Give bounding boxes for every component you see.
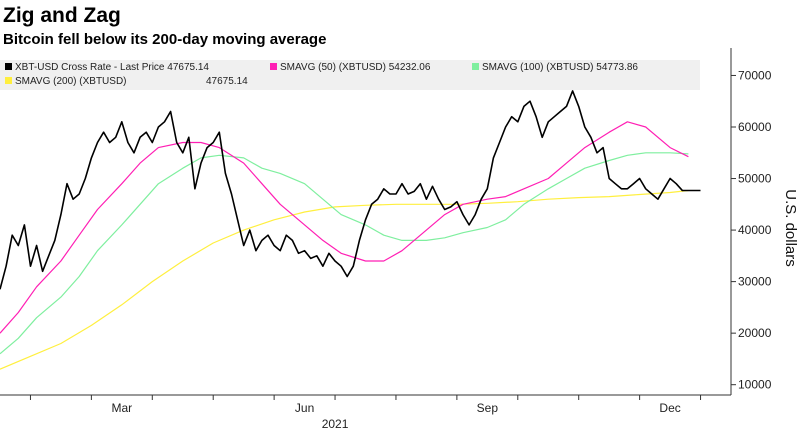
x-tick-label: Sep (477, 401, 499, 415)
series-layer (0, 90, 701, 370)
chart-subtitle: Bitcoin fell below its 200-day moving av… (3, 31, 327, 48)
x-tick-label: Dec (659, 401, 680, 415)
legend-swatch (5, 77, 12, 84)
series-line-3 (0, 189, 689, 370)
series-line-0 (0, 90, 701, 290)
x-tick-label: Jun (295, 401, 314, 415)
legend-value: 47675.14 (206, 76, 248, 87)
legend-label: SMAVG (50) (XBTUSD) 54232.06 (280, 62, 431, 73)
chart-legend: XBT-USD Cross Rate - Last Price 47675.14… (0, 60, 700, 90)
y-tick-label: 10000 (738, 378, 772, 392)
y-tick-label: 70000 (738, 68, 772, 82)
chart-title: Zig and Zag (3, 4, 121, 27)
x-tick-label: Mar (111, 401, 132, 415)
legend-label: SMAVG (200) (XBTUSD) (15, 76, 127, 87)
y-tick-label: 40000 (738, 223, 772, 237)
y-tick-label: 30000 (738, 275, 772, 289)
legend-label: SMAVG (100) (XBTUSD) 54773.86 (482, 62, 638, 73)
y-tick-label: 20000 (738, 326, 772, 340)
y-tick-label: 50000 (738, 172, 772, 186)
y-tick-label: 60000 (738, 120, 772, 134)
y-axis-title: U.S. dollars (782, 189, 799, 267)
series-line-1 (0, 121, 689, 334)
legend-label: XBT-USD Cross Rate - Last Price 47675.14 (15, 62, 209, 73)
chart-axes: 10000 20000 30000 40000 50000 60000 70000 Mar Ju… (0, 48, 799, 431)
legend-swatch (5, 63, 12, 70)
legend-background (0, 60, 700, 90)
x-year-label: 2021 (322, 417, 349, 431)
series-line-2 (0, 152, 689, 355)
legend-swatch (472, 63, 479, 70)
legend-swatch (270, 63, 277, 70)
